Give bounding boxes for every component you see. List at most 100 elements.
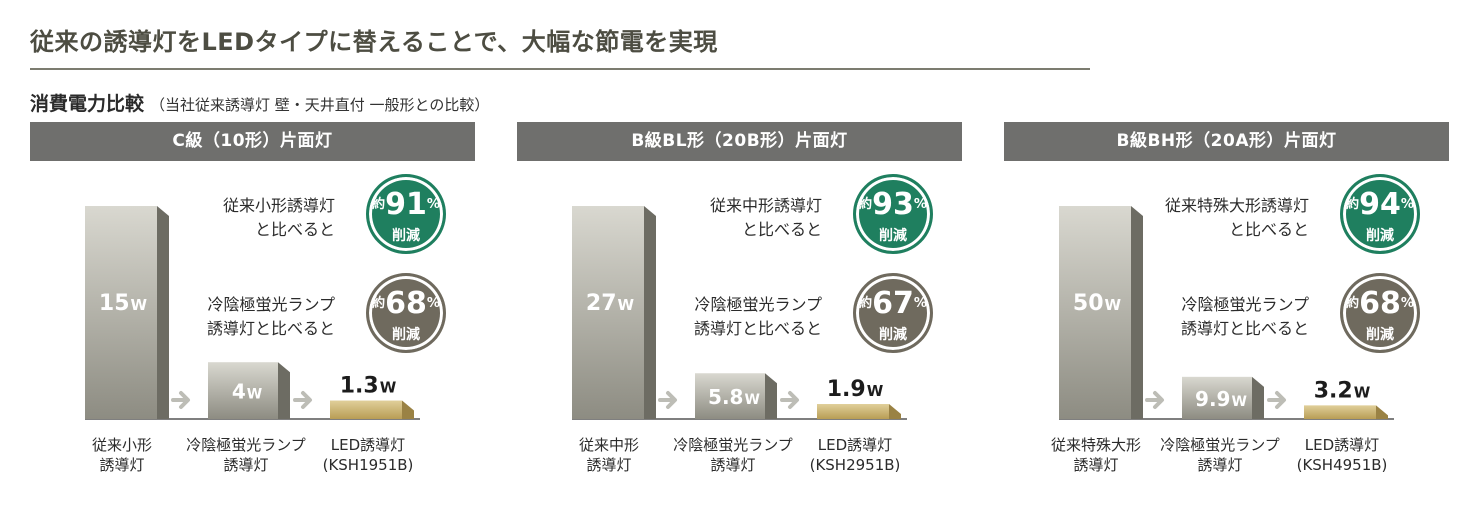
value-label: 15W — [99, 291, 148, 316]
arrow-icon — [780, 391, 799, 409]
comparison-line: 誘導灯と比べると — [693, 319, 822, 338]
comparison-text: 従来特殊大形誘導灯と比べると — [1165, 194, 1309, 242]
value-label: 3.2W — [1314, 378, 1371, 403]
panel-title: B級BL形（20B形）片面灯 — [517, 122, 962, 161]
category-line: 従来中形 — [578, 436, 639, 454]
category-line: 従来小形 — [91, 436, 152, 454]
badge-value: 約68% — [1343, 289, 1417, 319]
subhead: 消費電力比較 （当社従来誘導灯 壁・天井直付 一般形との比較） — [30, 89, 489, 116]
comparison-line: 従来特殊大形誘導灯 — [1164, 196, 1309, 215]
comparison-line: 冷陰極蛍光ランプ — [1181, 295, 1309, 314]
comparison-text: 従来小形誘導灯と比べると — [223, 194, 335, 242]
comparison-line: と比べると — [1228, 220, 1309, 239]
approx-label: 約 — [372, 197, 386, 212]
comparison-line: 誘導灯と比べると — [1180, 319, 1309, 338]
category-line: LED誘導灯 — [1304, 436, 1380, 454]
reduction-label: 削減 — [879, 327, 907, 343]
category-line: 誘導灯 — [1073, 456, 1119, 474]
category-line: 冷陰極蛍光ランプ — [1160, 436, 1280, 454]
percent-value: 93 — [872, 187, 914, 222]
bar-1 — [1059, 206, 1143, 419]
comparison-line: と比べると — [254, 220, 335, 239]
comparison-line: と比べると — [741, 220, 822, 239]
category-line: (KSH4951B) — [1296, 456, 1388, 474]
badge-value: 約68% — [369, 289, 443, 319]
comparison-text: 従来中形誘導灯と比べると — [710, 194, 822, 242]
chart-panel-3: B級BH形（20A形）片面灯 50W 9.9W 3.2W 従来特殊大形誘導灯 と比べると約… — [1004, 122, 1449, 507]
value-label: 5.8W — [708, 385, 760, 409]
badge-value: 約91% — [369, 190, 443, 220]
reduction-badge: 約93% 削減 — [853, 174, 933, 254]
percent-value: 91 — [385, 187, 427, 222]
reduction-label: 削減 — [1366, 327, 1394, 343]
headline-rule — [30, 68, 1090, 70]
comparison-line: 誘導灯と比べると — [206, 319, 335, 338]
reduction-badge: 約68% 削減 — [1340, 273, 1420, 353]
category-line: (KSH2951B) — [809, 456, 901, 474]
comparison-line: 従来中形誘導灯 — [709, 196, 822, 215]
bar-3 — [1304, 405, 1388, 419]
comparison-text: 冷陰極蛍光ランプ 誘導灯と比べると — [694, 293, 822, 341]
category-label: LED誘導灯 (KSH1951B) — [298, 435, 438, 475]
comparison-line: 冷陰極蛍光ランプ — [694, 295, 822, 314]
reduction-label: 削減 — [1366, 228, 1394, 244]
arrow-icon — [293, 391, 312, 409]
category-line: LED誘導灯 — [817, 436, 893, 454]
category-line: 従来特殊大形 — [1050, 436, 1141, 454]
arrow-icon — [1145, 391, 1164, 409]
category-label: 冷陰極蛍光ランプ 誘導灯 — [176, 435, 316, 475]
percent-sign: % — [426, 296, 440, 311]
category-label: 従来小形 誘導灯 — [52, 435, 192, 475]
percent-value: 67 — [872, 286, 914, 321]
category-line: 誘導灯 — [1197, 456, 1243, 474]
badge-value: 約94% — [1343, 190, 1417, 220]
reduction-badge: 約68% 削減 — [366, 273, 446, 353]
category-line: LED誘導灯 — [330, 436, 406, 454]
badge-value: 約67% — [856, 289, 930, 319]
comparison-text: 冷陰極蛍光ランプ 誘導灯と比べると — [207, 293, 335, 341]
bar-chart: 27W 5.8W 1.9W — [572, 206, 907, 420]
percent-value: 68 — [1359, 286, 1401, 321]
bar-2 — [1182, 376, 1264, 419]
approx-label: 約 — [372, 296, 386, 311]
category-label: 従来中形 誘導灯 — [539, 435, 679, 475]
category-label: 冷陰極蛍光ランプ 誘導灯 — [663, 435, 803, 475]
bar-2 — [695, 373, 777, 419]
approx-label: 約 — [1346, 296, 1360, 311]
category-label: LED誘導灯 (KSH4951B) — [1272, 435, 1412, 475]
category-line: (KSH1951B) — [322, 456, 414, 474]
comparison-line: 冷陰極蛍光ランプ — [207, 295, 335, 314]
category-label: LED誘導灯 (KSH2951B) — [785, 435, 925, 475]
category-label: 冷陰極蛍光ランプ 誘導灯 — [1150, 435, 1290, 475]
approx-label: 約 — [859, 296, 873, 311]
category-line: 冷陰極蛍光ランプ — [673, 436, 793, 454]
category-line: 誘導灯 — [586, 456, 632, 474]
reduction-badge: 約94% 削減 — [1340, 174, 1420, 254]
subhead-note: （当社従来誘導灯 壁・天井直付 一般形との比較） — [150, 96, 490, 114]
percent-sign: % — [1400, 197, 1414, 212]
value-label: 1.3W — [340, 374, 397, 399]
category-line: 誘導灯 — [710, 456, 756, 474]
bar-chart: 50W 9.9W 3.2W — [1059, 206, 1394, 420]
reduction-label: 削減 — [392, 228, 420, 244]
percent-sign: % — [913, 197, 927, 212]
category-line: 誘導灯 — [99, 456, 145, 474]
value-label: 4W — [232, 380, 262, 404]
bar-3 — [817, 404, 901, 419]
category-line: 誘導灯 — [223, 456, 269, 474]
value-label: 27W — [586, 291, 635, 316]
approx-label: 約 — [859, 197, 873, 212]
percent-value: 94 — [1359, 187, 1401, 222]
badge-value: 約93% — [856, 190, 930, 220]
comparison-line: 従来小形誘導灯 — [222, 196, 335, 215]
value-label: 50W — [1073, 291, 1122, 316]
reduction-label: 削減 — [879, 228, 907, 244]
arrow-icon — [171, 391, 190, 409]
arrow-icon — [1267, 391, 1286, 409]
bar-1 — [85, 206, 169, 419]
percent-sign: % — [426, 197, 440, 212]
arrow-icon — [658, 391, 677, 409]
percent-value: 68 — [385, 286, 427, 321]
bar-chart: 15W 4W 1.3W — [85, 206, 420, 420]
page-headline: 従来の誘導灯をLEDタイプに替えることで、大幅な節電を実現 — [30, 28, 718, 56]
